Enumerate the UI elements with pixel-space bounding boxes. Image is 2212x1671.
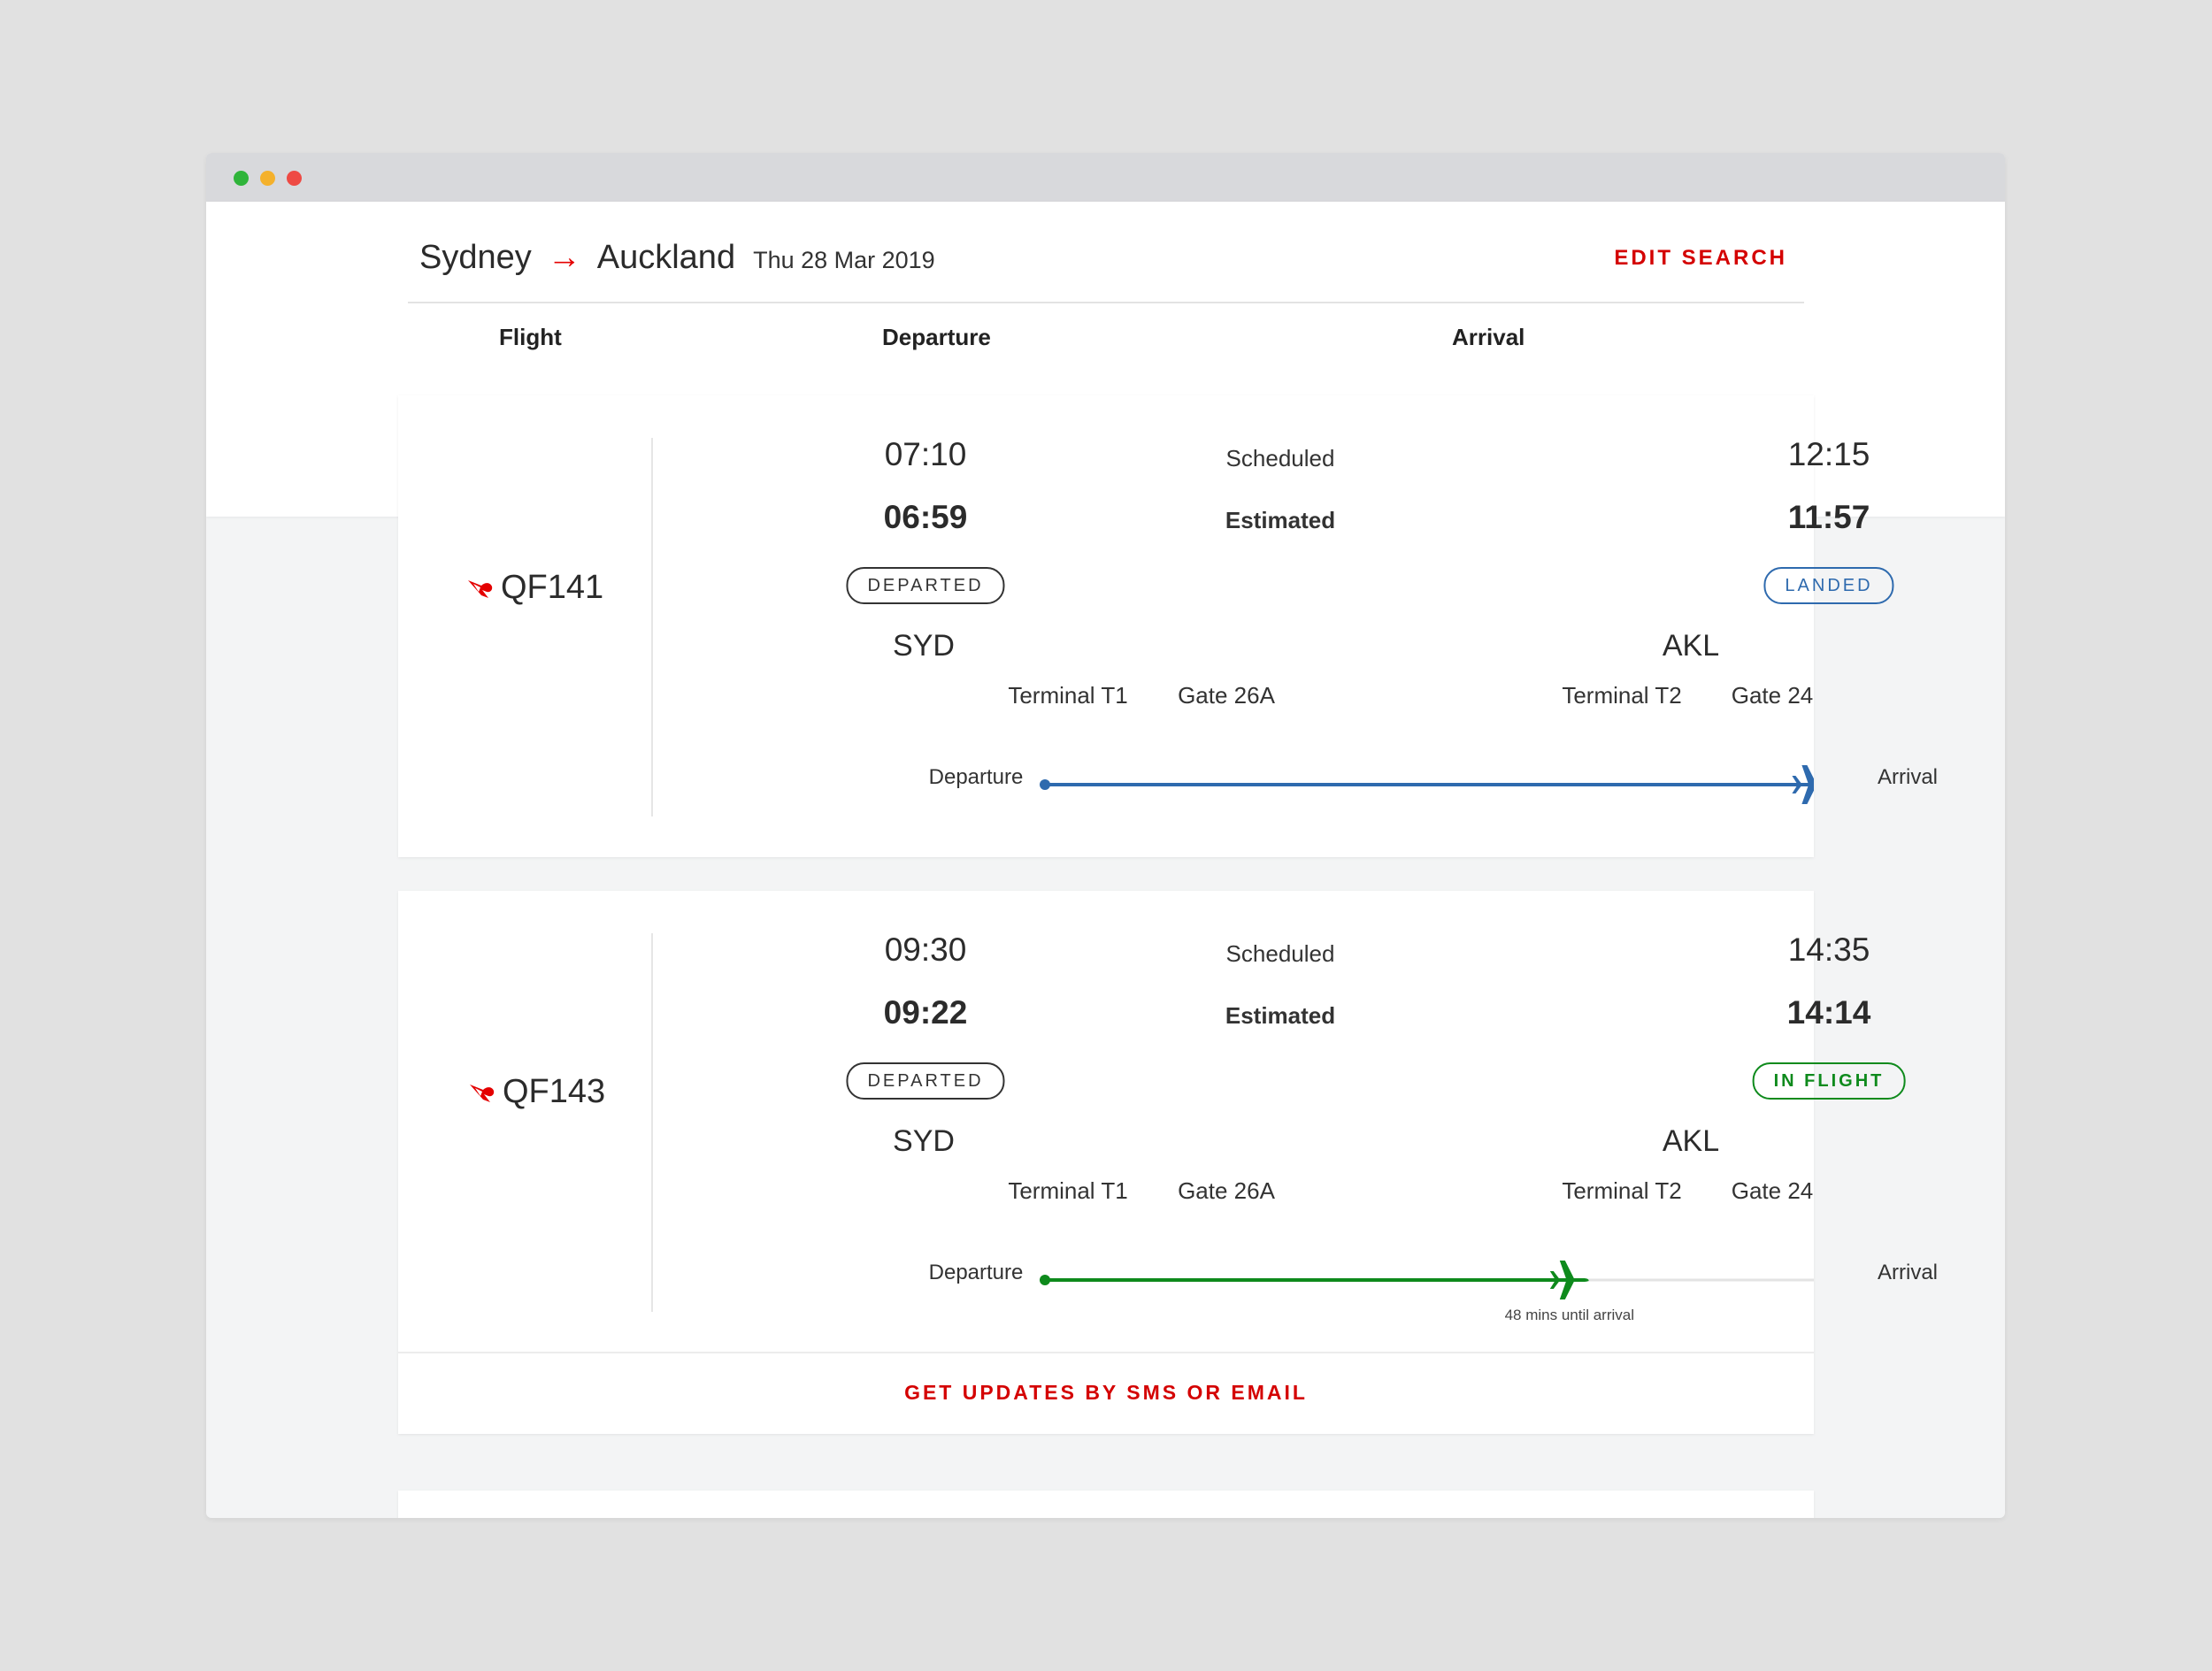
arrival-airport-code: AKL xyxy=(1662,629,1720,663)
departure-estimated-time: 06:59 xyxy=(883,499,968,535)
departure-terminal: Terminal T1 xyxy=(1008,1177,1128,1204)
column-header-arrival: Arrival xyxy=(1452,324,1525,350)
departure-scheduled-time: 09:30 xyxy=(884,931,967,968)
scheduled-label: Scheduled xyxy=(1225,940,1335,967)
arrival-scheduled-time: 12:15 xyxy=(1787,436,1870,472)
arrival-airport-code: AKL xyxy=(1662,1124,1720,1158)
departure-gate: Gate 26A xyxy=(1178,1177,1275,1204)
card-divider xyxy=(651,438,653,816)
flight-number-text: QF143 xyxy=(503,1073,606,1110)
progress-start-dot xyxy=(1040,779,1050,790)
departure-gate: Gate 26A xyxy=(1178,682,1275,709)
arrival-estimated-time: 11:57 xyxy=(1787,499,1870,535)
search-date: Thu 28 Mar 2019 xyxy=(753,247,935,273)
flight-progress-bar xyxy=(1040,1261,1814,1299)
window-close-button[interactable] xyxy=(287,171,302,186)
arrival-status-badge: LANDED xyxy=(1763,567,1894,604)
departure-scheduled-time: 07:10 xyxy=(884,436,967,472)
arrival-terminal: Terminal T2 xyxy=(1562,682,1682,709)
progress-start-dot xyxy=(1040,1275,1050,1285)
header-divider xyxy=(408,302,1804,303)
progress-end-label: Arrival xyxy=(1877,765,1939,789)
card-footer-divider xyxy=(398,1352,1814,1353)
qantas-kangaroo-icon xyxy=(470,1084,495,1102)
airplane-icon xyxy=(1792,765,1814,804)
scheduled-label: Scheduled xyxy=(1225,445,1335,471)
arrival-terminal: Terminal T2 xyxy=(1562,1177,1682,1204)
route-arrow-icon: → xyxy=(547,239,581,276)
departure-terminal: Terminal T1 xyxy=(1008,682,1128,709)
time-until-arrival: 48 mins until arrival xyxy=(1504,1307,1635,1323)
window-titlebar xyxy=(206,153,2005,202)
window-maximize-button[interactable] xyxy=(234,171,249,186)
edit-search-button[interactable]: EDIT SEARCH xyxy=(1614,246,1787,270)
browser-window: Sydney → Auckland Thu 28 Mar 2019 EDIT S… xyxy=(206,153,2005,1518)
arrival-status-badge: IN FLIGHT xyxy=(1752,1062,1906,1100)
departure-airport-code: SYD xyxy=(893,629,955,663)
route-summary: Sydney → Auckland Thu 28 Mar 2019 xyxy=(419,239,935,277)
departure-status-badge: DEPARTED xyxy=(846,1062,1005,1100)
progress-start-label: Departure xyxy=(928,1261,1024,1284)
arrival-estimated-time: 14:14 xyxy=(1786,994,1871,1031)
destination-city: Auckland xyxy=(596,239,736,276)
arrival-scheduled-time: 14:35 xyxy=(1787,931,1870,968)
flight-number-text: QF141 xyxy=(501,569,604,606)
column-header-flight: Flight xyxy=(499,324,562,350)
flight-number: QF143 xyxy=(469,1073,605,1111)
get-updates-button[interactable]: GET UPDATES BY SMS OR EMAIL xyxy=(904,1381,1308,1404)
progress-end-label: Arrival xyxy=(1877,1261,1939,1284)
qantas-kangaroo-icon xyxy=(468,579,493,598)
flight-card[interactable] xyxy=(398,1491,1814,1518)
origin-city: Sydney xyxy=(419,239,532,276)
estimated-label: Estimated xyxy=(1225,1002,1336,1029)
flight-card[interactable]: QF143 09:30 Scheduled 14:35 09:22 Estima… xyxy=(398,891,1938,1434)
departure-estimated-time: 09:22 xyxy=(883,994,968,1031)
estimated-label: Estimated xyxy=(1225,507,1336,533)
flight-number: QF141 xyxy=(467,569,603,607)
flight-progress-bar xyxy=(1040,765,1814,804)
arrival-gate: Gate 24 xyxy=(1731,682,1814,709)
arrival-gate: Gate 24 xyxy=(1731,1177,1814,1204)
column-header-departure: Departure xyxy=(882,324,991,350)
flight-card[interactable]: QF141 07:10 Scheduled 12:15 06:59 Estima… xyxy=(398,395,1938,857)
departure-airport-code: SYD xyxy=(893,1124,955,1158)
window-minimize-button[interactable] xyxy=(260,171,275,186)
progress-start-label: Departure xyxy=(928,765,1024,789)
card-divider xyxy=(651,933,653,1312)
airplane-icon xyxy=(1549,1261,1589,1299)
departure-status-badge: DEPARTED xyxy=(846,567,1005,604)
